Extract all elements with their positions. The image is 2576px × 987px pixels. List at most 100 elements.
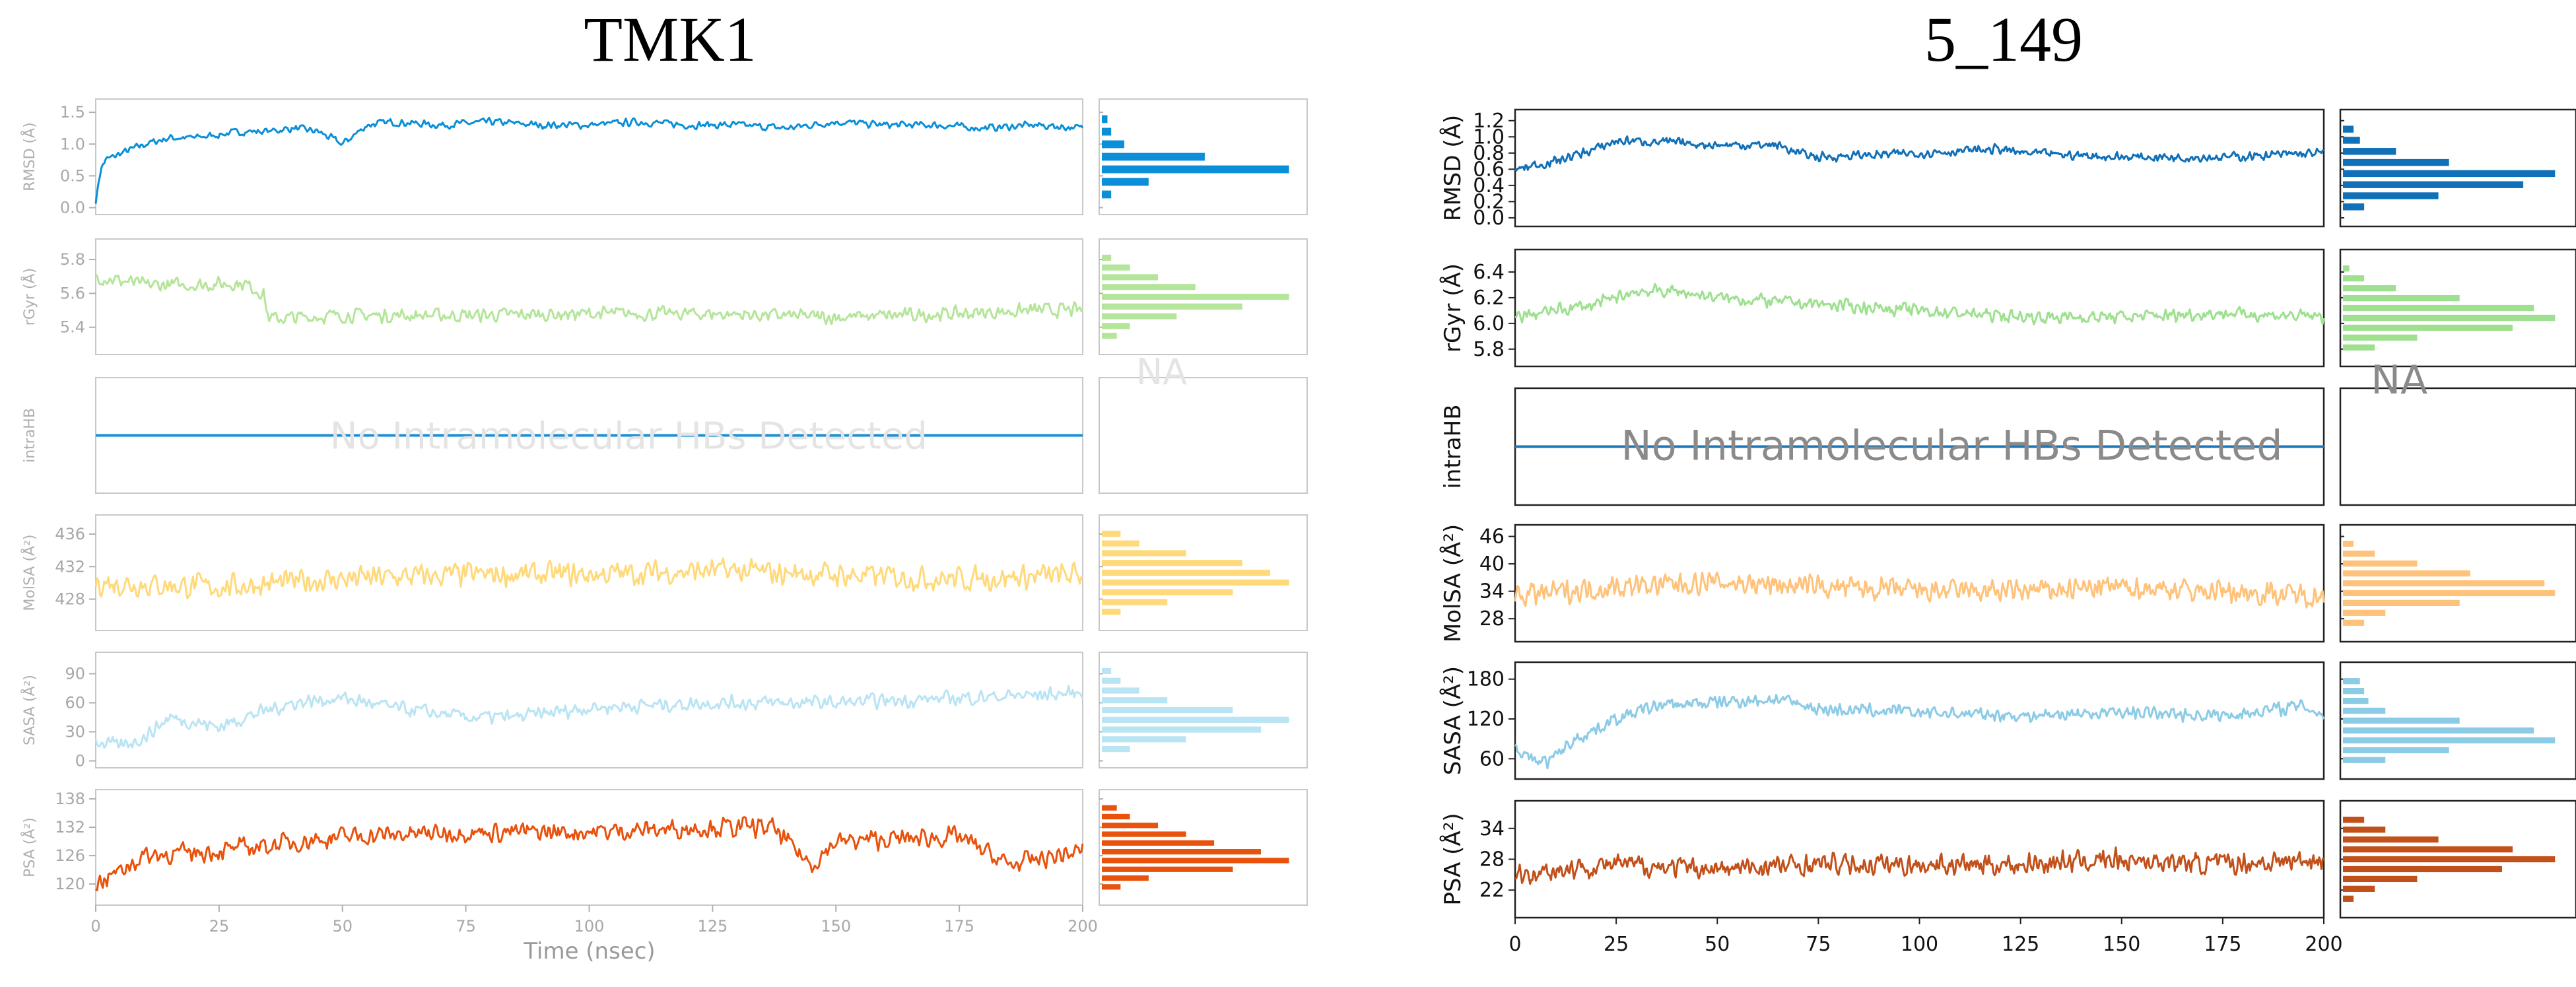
left-rmsd-ytick-label: 0.0 xyxy=(60,199,85,217)
right-rgyr-hist-bar xyxy=(2343,265,2350,272)
right-rgyr-ytick-label: 5.8 xyxy=(1473,338,1505,361)
left-sasa-hist-bar xyxy=(1102,746,1130,753)
right-intrahb-ylabel: intraHB xyxy=(1440,404,1466,489)
left-sasa-hist-bar xyxy=(1102,667,1112,674)
right-rmsd-ytick-label: 0.8 xyxy=(1473,142,1505,165)
right-molsa-hist-bar xyxy=(2343,541,2354,547)
right-molsa-hist-bar xyxy=(2343,599,2460,607)
left-psa-ytick-label: 126 xyxy=(55,846,85,865)
left-psa-hist-bar xyxy=(1102,805,1117,811)
right-psa-ytick-label: 28 xyxy=(1479,848,1505,871)
left-sasa-series-line xyxy=(94,685,1084,749)
left-rgyr-ytick-label: 5.8 xyxy=(60,250,85,269)
right-rmsd-ytick-label: 0.4 xyxy=(1473,174,1505,197)
right-rmsd-hist-bar xyxy=(2343,170,2556,178)
left-rmsd-hist-bar xyxy=(1102,140,1125,149)
left-molsa-plot-frame xyxy=(95,514,1083,631)
right-rgyr-hist-bar xyxy=(2343,314,2556,322)
left-rmsd-hist-bar xyxy=(1102,115,1108,123)
left-rgyr-hist-bar xyxy=(1102,333,1117,339)
right-rgyr-plot-frame xyxy=(1514,248,2325,368)
left-rgyr-series-line xyxy=(95,273,1084,325)
right-rmsd-ytick-label: 1.2 xyxy=(1473,110,1505,133)
right-sasa-hist-bar xyxy=(2343,688,2365,695)
right-rmsd-hist-bar xyxy=(2343,158,2449,166)
left-molsa-hist-bar xyxy=(1102,550,1186,557)
left-molsa-hist-bar xyxy=(1102,609,1121,615)
left-molsa-hist-bar xyxy=(1102,569,1271,576)
left-molsa-ytick-label: 436 xyxy=(55,525,85,543)
right-rmsd-ytick-label: 0.6 xyxy=(1473,158,1505,181)
right-rmsd-hist-bar xyxy=(2343,148,2396,155)
left-psa-ylabel: PSA (Å²) xyxy=(20,817,38,877)
right-sasa-ylabel: SASA (Å²) xyxy=(1439,666,1466,775)
right-rgyr-hist-bar xyxy=(2343,304,2534,312)
left-psa-plot-frame xyxy=(95,789,1083,906)
left-psa-hist-bar xyxy=(1102,884,1121,890)
left-molsa-ytick-label: 428 xyxy=(55,590,85,609)
right-rmsd-plot-frame xyxy=(1514,108,2325,228)
right-rmsd-ylabel: RMSD (Å) xyxy=(1439,115,1466,221)
right-rmsd-ytick-label: 0.2 xyxy=(1473,190,1505,213)
left-psa-hist-bar xyxy=(1102,840,1215,846)
left-rgyr-hist-bar xyxy=(1102,323,1130,329)
left-rgyr-hist-bar xyxy=(1102,313,1177,320)
left-sasa-hist-bar xyxy=(1102,736,1186,743)
right-rgyr-series-line xyxy=(1514,283,2325,325)
right-molsa-series-line xyxy=(1514,571,2325,609)
right-psa-hist-bar xyxy=(2343,885,2375,892)
left-rmsd-histogram-frame xyxy=(1099,98,1308,215)
right-panel-title: 5_149 xyxy=(1924,4,2083,75)
left-intrahb-ylabel: intraHB xyxy=(22,408,38,463)
right-rgyr-hist-bar xyxy=(2343,294,2460,302)
left-molsa-hist-bar xyxy=(1102,530,1121,537)
left-sasa-hist-bar xyxy=(1102,716,1289,723)
right-rmsd-series-line xyxy=(1514,135,2324,172)
left-sasa-histogram-frame xyxy=(1099,652,1308,768)
left-xtick-label: 125 xyxy=(697,917,728,936)
left-rmsd-ytick-label: 1.0 xyxy=(60,135,85,153)
right-rmsd-hist-bar xyxy=(2343,203,2365,211)
left-sasa-ytick-label: 60 xyxy=(65,694,85,712)
right-sasa-hist-bar xyxy=(2343,717,2460,724)
left-x-axis-label: Time (nsec) xyxy=(523,938,655,965)
left-sasa-hist-bar xyxy=(1102,677,1121,684)
right-rmsd-hist-bar xyxy=(2343,181,2524,188)
right-rmsd-hist-bar xyxy=(2343,137,2360,144)
right-rgyr-ylabel: rGyr (Å) xyxy=(1439,263,1466,353)
left-rmsd-series-line xyxy=(94,116,1084,204)
left-rgyr-plot-frame xyxy=(95,238,1083,355)
left-rgyr-hist-bar xyxy=(1102,293,1289,300)
right-sasa-hist-bar xyxy=(2343,697,2369,704)
left-xtick-label: 100 xyxy=(574,917,605,936)
left-molsa-histogram-frame xyxy=(1099,514,1308,631)
right-intrahb-histogram-frame xyxy=(2339,387,2576,506)
right-psa-hist-bar xyxy=(2343,817,2365,823)
right-sasa-hist-bar xyxy=(2343,727,2534,734)
left-xtick-label: 150 xyxy=(821,917,851,936)
right-sasa-hist-bar xyxy=(2343,757,2386,763)
left-xtick-label: 25 xyxy=(209,917,230,936)
left-rmsd-hist-bar xyxy=(1102,190,1112,199)
left-panel: 0.0 0.5 1.0 1.5 RMSD (Å) 5.4 5.6 5.8 rGyr (Å) int… xyxy=(20,98,1308,936)
right-sasa-ytick-label: 120 xyxy=(1467,708,1505,731)
left-molsa-hist-bar xyxy=(1102,589,1233,596)
left-rmsd-ytick-label: 0.5 xyxy=(60,166,85,185)
right-sasa-hist-bar xyxy=(2343,678,2360,685)
right-xtick-label: 25 xyxy=(1604,933,1629,956)
right-sasa-hist-bar xyxy=(2343,747,2449,753)
left-molsa-series-line xyxy=(94,557,1083,599)
right-rmsd-histogram-frame xyxy=(2339,108,2576,228)
right-rmsd-hist-bar xyxy=(2343,125,2354,133)
right-xtick-label: 50 xyxy=(1705,933,1730,956)
left-molsa-hist-bar xyxy=(1102,560,1242,566)
left-psa-hist-bar xyxy=(1102,823,1159,829)
left-xtick-label: 200 xyxy=(1068,917,1098,936)
left-psa-hist-bar xyxy=(1102,858,1289,864)
left-psa-hist-bar xyxy=(1102,866,1233,872)
right-molsa-hist-bar xyxy=(2343,570,2470,577)
right-rgyr-ytick-label: 6.4 xyxy=(1473,261,1505,284)
left-rgyr-ytick-label: 5.6 xyxy=(60,284,85,302)
right-rgyr-ytick-label: 6.2 xyxy=(1473,287,1505,310)
